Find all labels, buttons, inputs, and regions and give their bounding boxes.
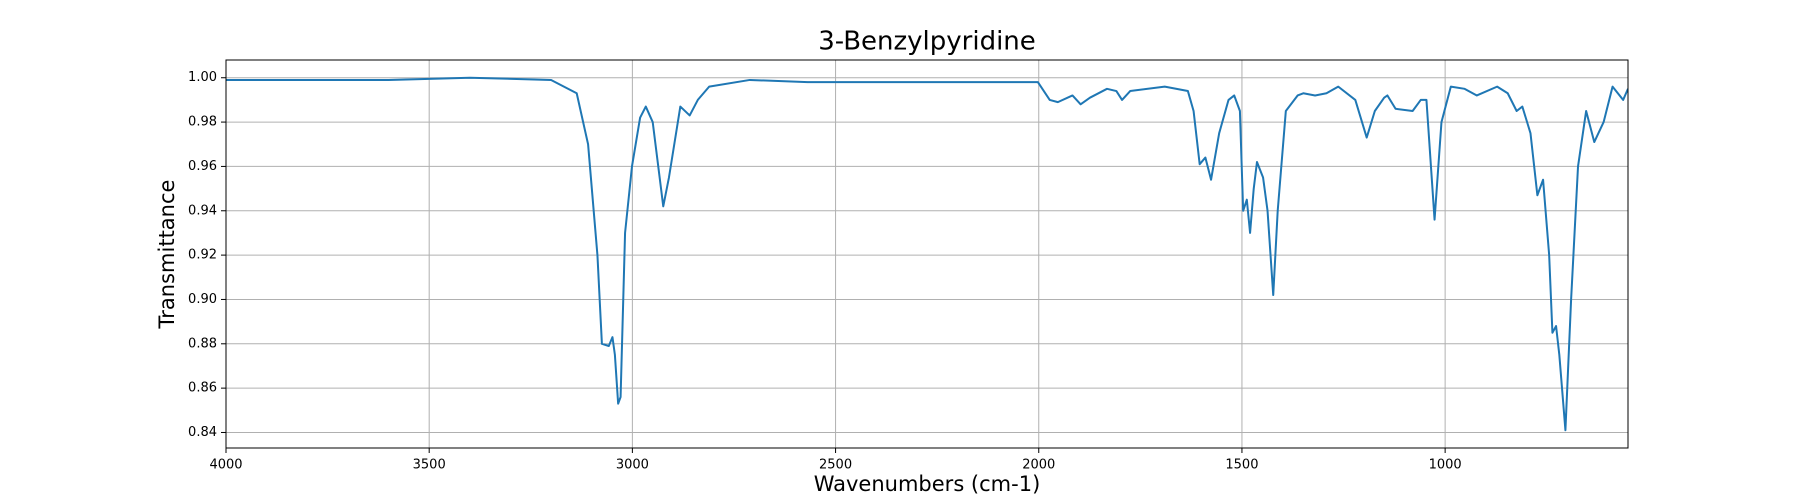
y-tick-label: 0.84 — [188, 425, 217, 440]
y-tick-label: 0.92 — [188, 248, 217, 263]
chart-title: 3-Benzylpyridine — [818, 27, 1036, 57]
x-tick-label: 1000 — [1429, 458, 1462, 473]
y-tick-label: 0.94 — [188, 203, 217, 218]
y-tick-label: 0.98 — [188, 115, 217, 130]
plot-frame — [225, 59, 1629, 449]
y-tick-label: 0.86 — [188, 381, 217, 396]
x-tick-label: 1500 — [1225, 458, 1258, 473]
y-tick-label: 0.90 — [188, 292, 217, 307]
y-tick-label: 1.00 — [188, 70, 217, 85]
x-axis-label: Wavenumbers (cm-1) — [814, 472, 1041, 496]
x-tick-label: 2500 — [819, 458, 852, 473]
x-tick-label: 3000 — [616, 458, 649, 473]
x-tick-label: 2000 — [1022, 458, 1055, 473]
y-axis-label: Transmittance — [155, 180, 179, 330]
x-tick-label: 3500 — [413, 458, 446, 473]
spectrum-line — [226, 76, 1628, 432]
x-tick-label: 4000 — [209, 458, 242, 473]
y-tick-label: 0.88 — [188, 336, 217, 351]
y-tick-label: 0.96 — [188, 159, 217, 174]
